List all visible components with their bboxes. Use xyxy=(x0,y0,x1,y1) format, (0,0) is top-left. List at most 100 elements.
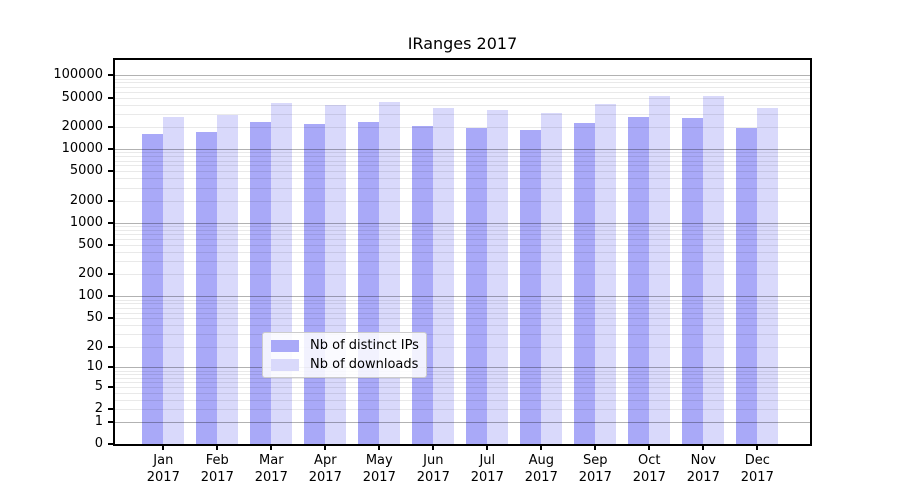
x-tick-label: Jul 2017 xyxy=(470,453,504,485)
bar-nb-of-downloads-nov xyxy=(703,96,725,444)
x-tick xyxy=(324,444,327,450)
x-tick-label: Oct 2017 xyxy=(632,453,666,485)
y-tick xyxy=(108,443,115,446)
bar-nb-of-distinct-ips-jan xyxy=(142,133,164,444)
gridline xyxy=(115,104,810,106)
gridline xyxy=(115,171,810,173)
bar-nb-of-downloads-dec xyxy=(757,107,779,444)
y-tick xyxy=(108,317,115,320)
y-tick xyxy=(108,74,115,77)
x-tick xyxy=(702,444,705,450)
gridline xyxy=(115,386,810,388)
bar-nb-of-downloads-feb xyxy=(217,115,239,444)
y-tick xyxy=(108,408,115,411)
gridline xyxy=(115,299,810,301)
axes-layer: 100000 50000 20000 10000 5000 2000 1000 500 200 1… xyxy=(53,60,810,485)
bar-nb-of-downloads-jul xyxy=(487,110,509,444)
bar-nb-of-distinct-ips-may xyxy=(358,121,380,444)
bar-nb-of-downloads-jun xyxy=(433,108,455,444)
legend-label-distinct-ips: Nb of distinct IPs xyxy=(310,338,419,353)
gridline xyxy=(115,307,810,309)
y-tick xyxy=(108,244,115,247)
y-tick-label: 0 xyxy=(94,436,103,452)
gridline xyxy=(115,274,810,276)
y-tick xyxy=(108,421,115,424)
x-tick-label: Sep 2017 xyxy=(578,453,612,485)
bar-nb-of-distinct-ips-jun xyxy=(412,125,434,444)
x-tick xyxy=(756,444,759,450)
x-tick-label: Mar 2017 xyxy=(254,453,288,485)
y-tick xyxy=(108,345,115,348)
gridline xyxy=(115,377,810,379)
y-tick-label: 2000 xyxy=(69,192,103,208)
bar-nb-of-downloads-oct xyxy=(649,96,671,444)
legend-swatch-distinct-ips xyxy=(271,339,299,352)
gridline xyxy=(115,239,810,241)
bar-nb-of-distinct-ips-aug xyxy=(520,129,542,444)
legend-entry-downloads: Nb of downloads xyxy=(271,358,426,371)
x-tick xyxy=(378,444,381,450)
gridline xyxy=(115,392,810,394)
y-tick-label: 50 xyxy=(86,310,103,326)
gridline xyxy=(115,409,810,411)
x-tick xyxy=(270,444,273,450)
x-tick-label: Feb 2017 xyxy=(200,453,234,485)
legend: Nb of distinct IPs Nb of downloads xyxy=(262,332,427,378)
bar-nb-of-distinct-ips-feb xyxy=(196,132,218,444)
x-tick xyxy=(162,444,165,450)
gridline xyxy=(115,126,810,128)
gridline xyxy=(115,245,810,247)
gridline xyxy=(115,113,810,115)
y-tick-label: 500 xyxy=(78,237,103,253)
gridline xyxy=(115,230,810,231)
gridline xyxy=(115,367,810,369)
gridline xyxy=(115,252,810,254)
gridline xyxy=(115,373,810,375)
gridline xyxy=(115,165,810,167)
y-tick-label: 10 xyxy=(86,359,103,375)
gridline xyxy=(115,312,810,314)
gridline xyxy=(115,370,810,372)
x-tick-label: Dec 2017 xyxy=(740,453,774,485)
gridline xyxy=(115,82,810,84)
gridline xyxy=(115,91,810,93)
y-tick-label: 20 xyxy=(86,338,103,354)
x-tick-label: Jun 2017 xyxy=(416,453,450,485)
y-tick-label: 200 xyxy=(78,266,103,282)
gridline xyxy=(115,86,810,88)
x-tick xyxy=(648,444,651,450)
gridline xyxy=(115,346,810,348)
bar-nb-of-downloads-jan xyxy=(163,117,185,444)
legend-label-downloads: Nb of downloads xyxy=(310,357,419,372)
gridline xyxy=(115,75,810,77)
bar-nb-of-downloads-sep xyxy=(595,103,617,444)
x-tick xyxy=(594,444,597,450)
y-tick xyxy=(108,273,115,276)
gridline xyxy=(115,296,810,298)
gridline xyxy=(115,381,810,383)
y-tick-label: 1 xyxy=(94,414,103,430)
x-tick-label: Apr 2017 xyxy=(308,453,342,485)
x-tick-label: Aug 2017 xyxy=(524,453,558,485)
y-tick xyxy=(108,96,115,99)
x-tick xyxy=(216,444,219,450)
x-tick-label: May 2017 xyxy=(362,453,396,485)
gridline xyxy=(115,261,810,263)
bar-nb-of-distinct-ips-dec xyxy=(736,127,758,444)
gridline xyxy=(115,149,810,151)
chart-title: IRanges 2017 xyxy=(407,34,518,53)
bar-nb-of-distinct-ips-sep xyxy=(574,123,596,444)
y-tick-label: 5000 xyxy=(69,163,103,179)
bar-nb-of-distinct-ips-oct xyxy=(628,117,650,444)
y-tick-label: 100 xyxy=(78,288,103,304)
gridline xyxy=(115,334,810,336)
gridline xyxy=(115,156,810,158)
legend-entry-distinct-ips: Nb of distinct IPs xyxy=(271,339,426,352)
legend-swatch-downloads xyxy=(271,358,299,371)
gridline xyxy=(115,422,810,424)
y-tick xyxy=(108,199,115,202)
y-tick-label: 10000 xyxy=(61,141,103,157)
y-tick xyxy=(108,366,115,369)
y-tick xyxy=(108,295,115,298)
